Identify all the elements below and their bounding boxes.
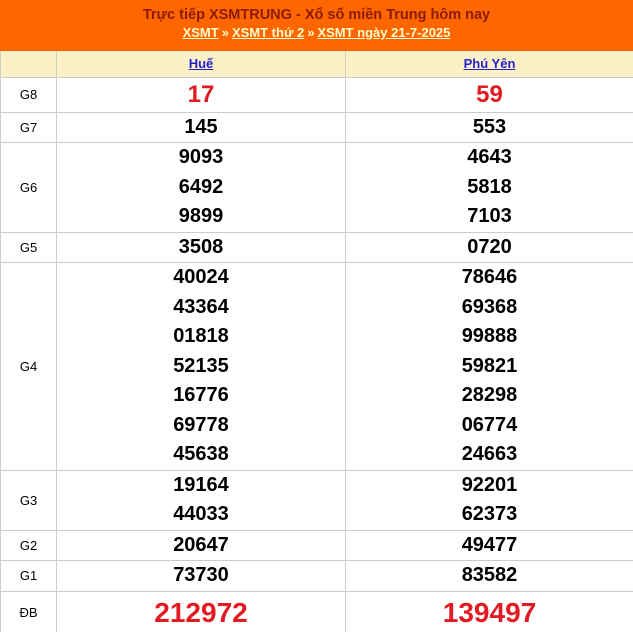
prize-column-header <box>0 51 57 78</box>
prize-label: G6 <box>0 142 57 233</box>
prize-value: 3508 <box>178 235 224 258</box>
prize-value: 01818 <box>173 325 229 347</box>
province-header-phuyen: Phú Yên <box>345 51 633 78</box>
prize-value: 78646 <box>461 266 518 288</box>
prize-value: 19164 <box>173 473 229 496</box>
table-row-g6: G6 9093 6492 9899 4643 5818 7103 <box>0 142 633 233</box>
prize-value: 5818 <box>467 175 512 198</box>
prize-value: 83582 <box>461 564 518 586</box>
prize-value: 0720 <box>467 235 512 258</box>
province-link-phuyen[interactable]: Phú Yên <box>463 55 516 71</box>
prize-label: G8 <box>0 76 57 113</box>
prize-value: 59821 <box>461 354 518 377</box>
breadcrumb-separator: » <box>221 25 229 40</box>
breadcrumb: XSMT» XSMT thứ 2» XSMT ngày 21-7-2025 <box>0 24 633 42</box>
breadcrumb-separator: » <box>307 25 315 40</box>
prize-label: ĐB <box>0 590 57 632</box>
prize-value: 17 <box>187 80 215 108</box>
prize-label: G7 <box>0 111 57 143</box>
prize-value: 24663 <box>461 443 518 465</box>
results-table: Huế Phú Yên G8 17 59 G7 145 553 G6 9093 … <box>0 51 633 632</box>
prize-value: 52135 <box>173 354 229 377</box>
table-row-g8: G8 17 59 <box>0 76 633 113</box>
table-row-g4: G4 40024 43364 01818 52135 16776 69778 4… <box>0 262 633 471</box>
page-header: Trực tiếp XSMTRUNG - Xổ số miền Trung hô… <box>0 0 633 51</box>
prize-value: 69778 <box>173 413 229 436</box>
prize-value: 16776 <box>173 384 229 406</box>
prize-value: 62373 <box>461 503 518 525</box>
breadcrumb-link-xsmt-thu2[interactable]: XSMT thứ 2 <box>231 25 305 40</box>
prize-value: 145 <box>184 115 218 138</box>
prize-value: 44033 <box>173 503 229 525</box>
table-row-g7: G7 145 553 <box>0 111 633 143</box>
prize-label: G3 <box>0 469 57 531</box>
prize-value: 9899 <box>178 205 224 227</box>
prize-label: G5 <box>0 231 57 263</box>
prize-value: 9093 <box>178 146 224 168</box>
prize-label: G1 <box>0 560 57 592</box>
prize-value: 212972 <box>154 596 248 628</box>
prize-value: 73730 <box>173 564 229 586</box>
prize-value: 7103 <box>467 205 512 227</box>
province-header-hue: Huế <box>56 51 346 78</box>
table-row-g3: G3 19164 44033 92201 62373 <box>0 469 633 531</box>
page-title: Trực tiếp XSMTRUNG - Xổ số miền Trung hô… <box>142 7 491 23</box>
table-row-g2: G2 20647 49477 <box>0 529 633 561</box>
table-row-db: ĐB 212972 139497 <box>0 590 633 632</box>
prize-value: 49477 <box>461 533 518 556</box>
province-link-hue[interactable]: Huế <box>188 55 214 71</box>
table-header-row: Huế Phú Yên <box>0 51 633 78</box>
prize-value: 40024 <box>173 266 229 288</box>
breadcrumb-link-xsmt[interactable]: XSMT <box>182 25 219 40</box>
prize-value: 06774 <box>461 413 518 436</box>
prize-value: 28298 <box>461 384 518 406</box>
breadcrumb-link-xsmt-date[interactable]: XSMT ngày 21-7-2025 <box>317 25 451 40</box>
prize-value: 45638 <box>173 443 229 465</box>
prize-value: 43364 <box>173 295 229 318</box>
prize-label: G4 <box>0 262 57 471</box>
prize-value: 4643 <box>467 146 512 168</box>
prize-value: 92201 <box>461 473 518 496</box>
prize-label: G2 <box>0 529 57 561</box>
prize-value: 69368 <box>461 295 518 318</box>
prize-value: 6492 <box>178 175 224 198</box>
prize-value: 99888 <box>461 325 518 347</box>
table-row-g5: G5 3508 0720 <box>0 231 633 263</box>
prize-value: 553 <box>472 115 507 138</box>
prize-value: 20647 <box>173 533 229 556</box>
table-row-g1: G1 73730 83582 <box>0 560 633 592</box>
prize-value: 59 <box>476 80 503 108</box>
prize-value: 139497 <box>442 596 537 628</box>
